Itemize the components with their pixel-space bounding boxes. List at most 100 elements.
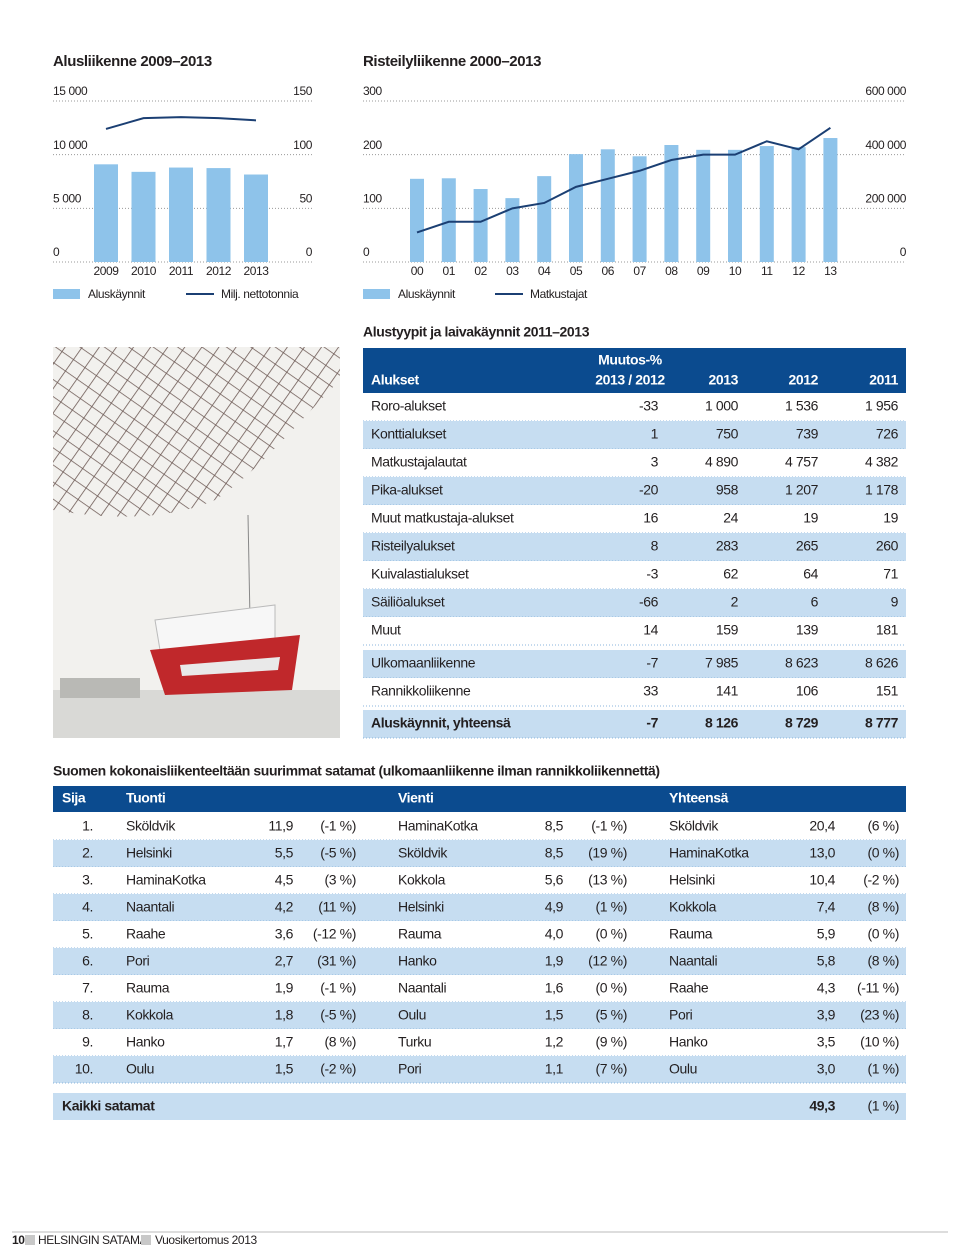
table-header <box>53 786 906 812</box>
table-cell: (0 %) <box>868 926 899 942</box>
bar <box>505 198 520 262</box>
x-tick-label: 00 <box>411 264 424 278</box>
table-cell: 4,9 <box>545 899 564 915</box>
x-tick-label: 07 <box>633 264 646 278</box>
table-cell: (-1 %) <box>320 980 356 996</box>
table-cell: (23 %) <box>860 1007 899 1023</box>
table-row <box>53 867 906 894</box>
header-cell: Yhteensä <box>669 790 729 806</box>
table-row <box>53 975 906 1002</box>
table-row <box>53 1029 906 1056</box>
table-cell: Kokkola <box>126 1007 174 1023</box>
x-tick-label: 08 <box>665 264 678 278</box>
table-cell: (6 %) <box>868 818 899 834</box>
header-cell: 2013 <box>708 372 738 388</box>
total-cell: (1 %) <box>868 1098 899 1114</box>
bar <box>791 147 806 262</box>
table-cell: Rauma <box>126 980 170 996</box>
x-tick-label: 04 <box>538 264 551 278</box>
table-cell: 11,9 <box>268 818 293 834</box>
table-cell: (-5 %) <box>320 845 356 861</box>
x-tick-label: 12 <box>792 264 805 278</box>
table-cell: 151 <box>876 683 899 699</box>
x-tick-label: 2012 <box>206 264 232 278</box>
table-cell: 283 <box>716 538 739 554</box>
table-row <box>53 840 906 867</box>
table-cell: (5 %) <box>596 1007 627 1023</box>
total-cell: 49,3 <box>809 1098 835 1114</box>
bar <box>537 176 552 262</box>
bar <box>94 164 118 262</box>
table-cell: 5,5 <box>275 845 294 861</box>
table-cell: 1,2 <box>545 1034 564 1050</box>
table-cell: 20,4 <box>809 818 835 834</box>
table-row <box>363 393 906 421</box>
table-cell: Oulu <box>398 1007 426 1023</box>
table-cell: 9 <box>891 594 899 610</box>
table-cell: 19 <box>803 510 818 526</box>
header-cell: Sija <box>62 790 86 806</box>
footer-square <box>141 1235 151 1245</box>
table-cell: Naantali <box>669 953 717 969</box>
table-cell: Aluskäynnit, yhteensä <box>371 715 511 731</box>
line <box>105 116 257 130</box>
table-cell: 4,3 <box>817 980 836 996</box>
y2-tick-label: 150 <box>293 84 313 98</box>
table-cell: Rauma <box>398 926 442 942</box>
table-cell: 10,4 <box>809 872 835 888</box>
table-row <box>363 477 906 505</box>
table-cell: (-5 %) <box>320 1007 356 1023</box>
table-row <box>363 561 906 589</box>
bar <box>728 149 742 262</box>
table-cell: 10. <box>75 1061 93 1077</box>
table-cell: 24 <box>723 510 738 526</box>
chart-title: Alusliikenne 2009–2013 <box>53 53 212 70</box>
table-cell: 64 <box>803 566 818 582</box>
table-row <box>53 1002 906 1029</box>
table-row <box>363 589 906 617</box>
table-cell: 5,6 <box>545 872 564 888</box>
table-cell: (13 %) <box>588 872 627 888</box>
table-cell: 5,9 <box>817 926 836 942</box>
table-cell: HaminaKotka <box>126 872 206 888</box>
y2-tick-label: 0 <box>306 245 313 259</box>
table-cell: 1,5 <box>275 1061 294 1077</box>
bar <box>441 178 456 262</box>
table-cell: Sköldvik <box>126 818 176 834</box>
table-cell: 106 <box>796 683 819 699</box>
total-cell: Kaikki satamat <box>62 1098 155 1114</box>
table-cell: 8 <box>651 538 659 554</box>
table-cell: Pori <box>669 1007 693 1023</box>
table-cell: 8 777 <box>865 715 899 731</box>
table-cell: (9 %) <box>596 1034 627 1050</box>
table-cell: Helsinki <box>398 899 444 915</box>
y2-tick-label: 0 <box>900 245 907 259</box>
table-row <box>363 533 906 561</box>
table-cell: 4. <box>82 899 93 915</box>
table-cell: 739 <box>796 426 819 442</box>
y-tick-label: 100 <box>363 192 383 206</box>
table-cell: 1 000 <box>705 398 739 414</box>
table-cell: Säiliöalukset <box>371 594 445 610</box>
y-tick-label: 10 000 <box>53 138 88 152</box>
legend-swatch <box>363 289 390 299</box>
table-cell: (-2 %) <box>863 872 899 888</box>
header-cell: 2013 / 2012 <box>595 372 665 388</box>
table-cell: (19 %) <box>588 845 627 861</box>
page-number: 10 <box>12 1233 25 1247</box>
table-cell: Konttialukset <box>371 426 446 442</box>
table-cell: 19 <box>883 510 898 526</box>
table-cell: 8 729 <box>785 715 819 731</box>
table-cell: 13,0 <box>809 845 835 861</box>
table-cell: Pori <box>126 953 150 969</box>
table-cell: Kokkola <box>669 899 717 915</box>
table-cell: 62 <box>723 566 738 582</box>
table-cell: 3,6 <box>275 926 294 942</box>
table-cell: 2 <box>731 594 739 610</box>
table-cell: 181 <box>876 622 899 638</box>
table-cell: (-11 %) <box>857 980 899 996</box>
table-cell: 9. <box>82 1034 93 1050</box>
table-cell: -7 <box>646 655 658 671</box>
report-name: Vuosikertomus 2013 <box>155 1233 257 1247</box>
table-row <box>53 813 906 840</box>
